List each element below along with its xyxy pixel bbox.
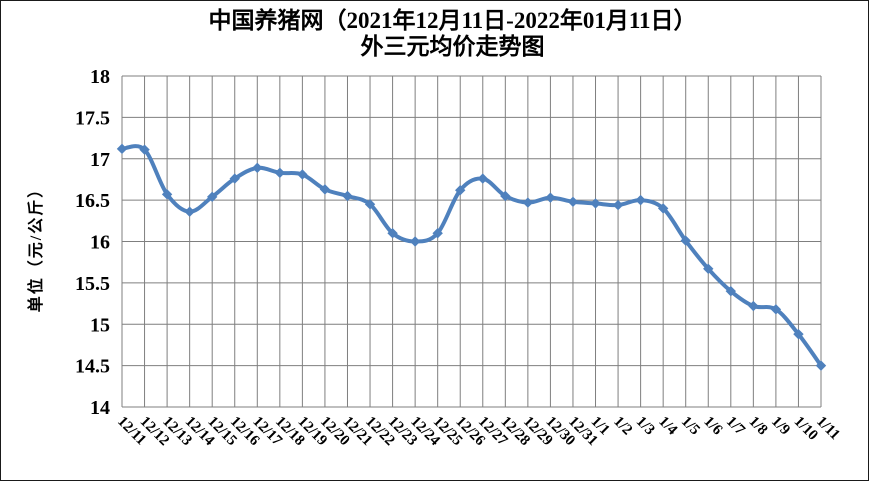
y-axis-tick-label: 15 [90,314,110,336]
data-point-marker [657,203,669,214]
x-axis-tick-label: 1/11 [813,414,843,444]
y-axis-tick-label: 14.5 [75,356,110,378]
data-point-marker [455,184,466,196]
y-axis-tick-label: 18 [90,66,110,88]
y-axis-tick-label: 15.5 [75,273,110,295]
data-point-marker [590,198,601,209]
data-point-marker [274,167,286,179]
price-series-line [120,144,823,368]
data-point-marker [522,197,534,208]
data-point-marker [319,184,331,195]
x-axis-tick-label: 1/5 [678,414,703,439]
data-point-marker [252,162,263,174]
data-point-marker [703,263,714,275]
data-point-marker [161,189,173,200]
data-point-marker [815,360,827,371]
data-point-marker [409,236,421,247]
x-axis-tick-label: 1/4 [655,414,680,439]
chart-title-line2: 外三元均价走势图 [360,34,545,59]
x-axis-tick-label: 1/10 [791,414,821,444]
data-point-marker [116,143,128,155]
data-point-marker [229,173,240,184]
x-axis-tick-label: 1/7 [723,414,748,439]
chart-title: 中国养猪网（2021年12月11日-2022年01月11日） 外三元均价走势图 [19,8,868,60]
y-axis-tick-label: 17 [90,149,110,171]
data-point-marker [139,144,150,155]
data-point-marker [184,206,195,217]
y-axis-tick-label: 14 [90,397,110,419]
x-axis-tick-label: 1/8 [746,414,771,439]
x-axis-tick-label: 1/9 [768,414,793,439]
chart-title-line1: 中国养猪网（2021年12月11日-2022年01月11日） [208,8,697,33]
data-point-marker [500,190,511,202]
data-point-marker [545,192,556,203]
data-point-marker [297,169,308,180]
data-point-marker [206,191,218,203]
y-axis-tick-label: 16 [90,232,110,254]
data-point-marker [364,199,376,210]
data-point-marker [477,173,488,184]
data-point-marker [567,196,579,207]
data-point-marker [725,285,737,297]
data-point-marker [770,304,782,315]
data-point-marker [748,300,759,312]
data-point-marker [635,194,646,206]
y-axis-tick-label: 17.5 [75,107,110,129]
x-axis-tick-label: 1/2 [610,414,635,439]
y-axis-tick-label: 16.5 [75,190,110,212]
x-axis-tick-label: 1/6 [700,414,725,439]
data-point-marker [680,235,691,246]
data-point-marker [387,228,398,239]
data-point-marker [793,328,804,340]
data-point-marker [612,199,624,211]
x-axis-tick-label: 1/3 [633,414,658,439]
data-point-marker [432,228,443,239]
data-point-marker [342,190,353,202]
